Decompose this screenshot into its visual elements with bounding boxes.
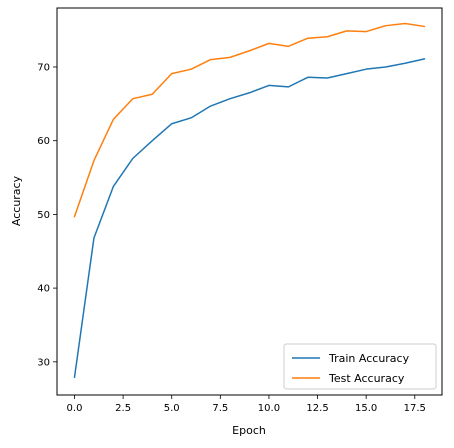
x-tick-label: 17.5: [404, 403, 426, 414]
x-tick-label: 2.5: [115, 403, 131, 414]
x-tick-label: 12.5: [306, 403, 328, 414]
x-tick-label: 0.0: [67, 403, 83, 414]
series-line-train-accuracy: [73, 58, 426, 379]
x-tick-label: 15.0: [355, 403, 377, 414]
y-tick-label: 60: [37, 136, 50, 147]
x-tick-label: 5.0: [164, 403, 180, 414]
series-line-test-accuracy: [73, 22, 426, 218]
legend-label: Test Accuracy: [328, 372, 405, 385]
x-tick-label: 10.0: [258, 403, 280, 414]
x-axis: 0.0 2.5 5.0 7.5 10.0 12.5 15.0 17.5: [67, 395, 426, 414]
legend-box: [283, 343, 437, 390]
plot-frame: [56, 7, 443, 396]
y-tick-label: 30: [37, 357, 50, 368]
y-axis: 30 40 50 60 70: [37, 62, 57, 368]
y-tick-label: 40: [37, 284, 50, 295]
legend: Train Accuracy Test Accuracy: [283, 343, 437, 390]
plot-area: [73, 22, 426, 379]
x-tick-label: 7.5: [212, 403, 228, 414]
legend-label: Train Accuracy: [328, 352, 410, 365]
y-tick-label: 50: [37, 210, 50, 221]
y-axis-title: Accuracy: [10, 175, 23, 226]
y-tick-label: 70: [37, 62, 50, 73]
x-axis-title: Epoch: [232, 424, 266, 437]
